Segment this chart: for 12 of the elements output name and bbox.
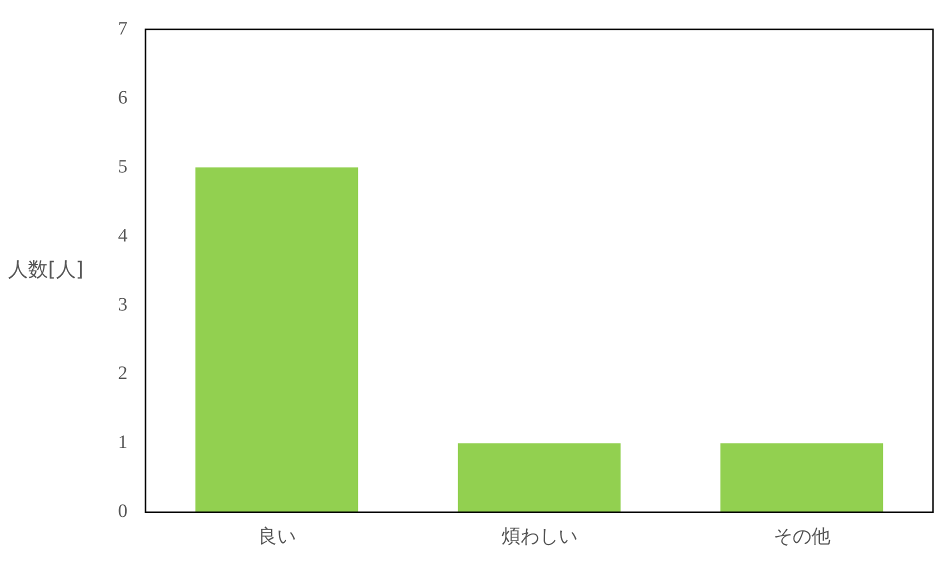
y-tick-label: 0	[118, 501, 128, 522]
y-tick-label: 4	[118, 225, 128, 246]
x-tick-label: その他	[773, 526, 830, 548]
y-tick-label: 5	[118, 156, 128, 178]
y-tick-label: 7	[118, 18, 128, 40]
x-tick-label: 良い	[258, 526, 296, 548]
y-axis-title: 人数[人]	[8, 257, 84, 282]
x-tick-label: 煩わしい	[501, 526, 578, 548]
y-tick-label: 6	[118, 87, 128, 108]
y-tick-label: 1	[118, 432, 128, 454]
y-tick-label: 3	[118, 294, 128, 316]
y-tick-label: 2	[118, 363, 128, 384]
